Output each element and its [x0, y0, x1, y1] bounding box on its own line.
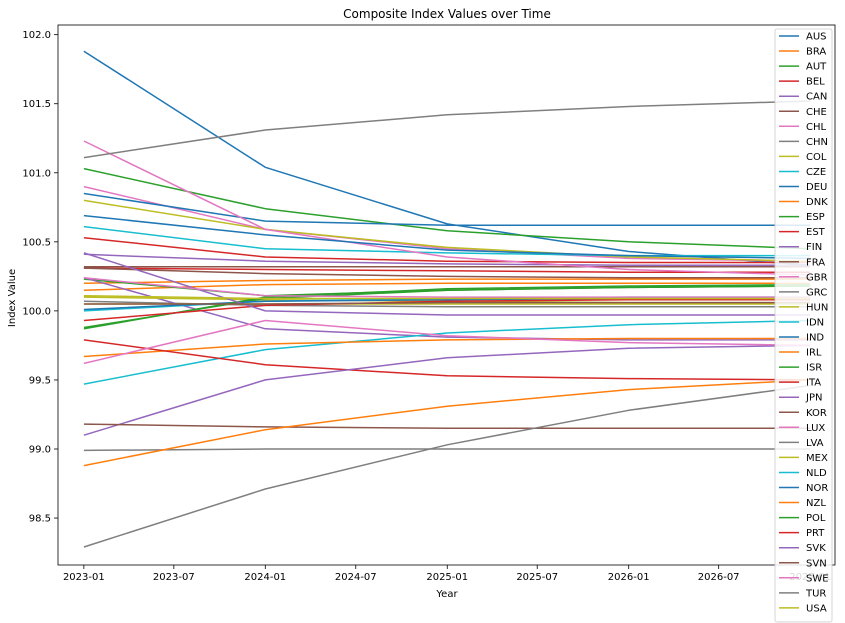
legend-label-can: CAN: [806, 92, 827, 103]
x-tick-label: 2025-07: [516, 572, 558, 583]
y-tick-label: 100.0: [22, 306, 51, 317]
series-line-col: [83, 199, 811, 262]
legend-label-fra: FRA: [806, 257, 825, 268]
x-axis: 2023-01 2023-07 2024-01 2024-07 2025-01 2025-…: [63, 565, 831, 583]
legend-label-dnk: DNK: [806, 197, 828, 208]
legend-label-svk: SVK: [806, 543, 826, 554]
legend-label-bel: BEL: [806, 77, 825, 88]
series-line-bra: [83, 278, 811, 285]
legend-label-chn: CHN: [806, 137, 828, 148]
x-tick-label: 2026-01: [608, 572, 650, 583]
legend-label-lux: LUX: [806, 423, 825, 434]
plot-lines: [83, 50, 811, 548]
series-line-dnk: [83, 282, 811, 291]
legend-label-nor: NOR: [806, 483, 828, 494]
legend-label-gbr: GBR: [806, 272, 828, 283]
y-tick-label: 99.0: [29, 444, 51, 455]
legend-label-bra: BRA: [806, 47, 826, 58]
legend-box: [774, 28, 833, 623]
series-line-lva: [83, 448, 811, 452]
series-line-aut: [83, 167, 811, 250]
legend-label-col: COL: [806, 152, 827, 163]
x-tick-label: 2024-07: [335, 572, 377, 583]
legend-label-esp: ESP: [806, 212, 825, 223]
series-line-irl: [83, 337, 811, 358]
series-line-jpn: [83, 344, 811, 436]
legend-label-svn: SVN: [806, 558, 827, 569]
series-line-prt: [83, 299, 811, 322]
series-line-ind: [83, 214, 811, 260]
y-tick-label: 99.5: [29, 375, 51, 386]
series-line-bel: [83, 267, 811, 273]
series-line-can: [83, 253, 811, 267]
legend-label-jpn: JPN: [805, 393, 822, 404]
legend-label-est: EST: [806, 227, 826, 238]
series-line-fin: [83, 276, 811, 341]
legend-label-ita: ITA: [806, 378, 821, 389]
legend-label-aus: AUS: [806, 32, 827, 43]
legend-label-usa: USA: [806, 603, 827, 614]
x-tick-label: 2025-01: [426, 572, 468, 583]
series-line-swe: [83, 276, 811, 298]
x-axis-title: Year: [435, 589, 458, 600]
legend-label-kor: KOR: [806, 408, 827, 419]
series-line-usa: [83, 294, 811, 300]
legend-label-swe: SWE: [806, 573, 829, 584]
plot-frame: [57, 24, 836, 566]
series-line-deu: [83, 192, 811, 227]
series-line-svn: [83, 301, 811, 305]
legend-label-hun: HUN: [806, 302, 828, 313]
legend-label-mex: MEX: [806, 453, 828, 464]
y-axis-title: Index Value: [7, 269, 18, 327]
legend-label-lva: LVA: [806, 438, 824, 449]
series-line-est: [83, 236, 811, 264]
x-tick-label: 2024-01: [244, 572, 286, 583]
legend-label-ind: IND: [806, 333, 824, 344]
series-line-aus: [83, 50, 811, 267]
legend-label-grc: GRC: [806, 287, 827, 298]
y-tick-label: 102.0: [22, 30, 51, 41]
series-line-lux: [83, 319, 811, 365]
legend-label-cze: CZE: [806, 167, 826, 178]
legend-label-deu: DEU: [806, 182, 827, 193]
legend-label-prt: PRT: [806, 528, 825, 539]
y-tick-label: 100.5: [22, 237, 51, 248]
legend-label-fin: FIN: [806, 242, 822, 253]
legend-label-irl: IRL: [806, 348, 822, 359]
y-tick-label: 101.0: [22, 168, 51, 179]
series-line-idn: [83, 319, 811, 385]
series-line-ita: [83, 339, 811, 381]
y-tick-label: 101.5: [22, 99, 51, 110]
series-line-che: [83, 267, 811, 279]
series-line-kor: [83, 423, 811, 430]
x-tick-label: 2026-07: [698, 572, 740, 583]
series-line-cze: [83, 225, 811, 257]
legend-label-chl: CHL: [806, 122, 827, 133]
series-line-pol: [83, 283, 811, 330]
legend-label-idn: IDN: [806, 317, 824, 328]
legend-label-pol: POL: [806, 513, 826, 524]
y-axis: 98.5 99.0 99.5 100.0 100.5 101.0 101.5 102.0: [22, 30, 58, 525]
legend-label-aut: AUT: [806, 62, 827, 73]
series-line-grc: [83, 100, 811, 159]
x-tick-label: 2023-07: [153, 572, 195, 583]
series-line-chl: [83, 185, 811, 262]
series-line-svk: [83, 252, 811, 316]
series-line-nzl: [83, 379, 811, 467]
x-tick-label: 2023-01: [63, 572, 105, 583]
legend: AUS BRA AUT BEL CAN CHE CHL CHN COL CZE DEU DNK ESP E…: [774, 28, 833, 623]
series-line-gbr: [83, 140, 811, 276]
legend-label-tur: TUR: [805, 588, 826, 599]
legend-label-che: CHE: [806, 107, 827, 118]
legend-label-nzl: NZL: [806, 498, 826, 509]
legend-label-nld: NLD: [806, 468, 827, 479]
legend-label-isr: ISR: [806, 363, 822, 374]
chart-title: Composite Index Values over Time: [343, 7, 551, 21]
y-tick-label: 98.5: [29, 514, 51, 525]
series-line-tur: [83, 384, 811, 548]
